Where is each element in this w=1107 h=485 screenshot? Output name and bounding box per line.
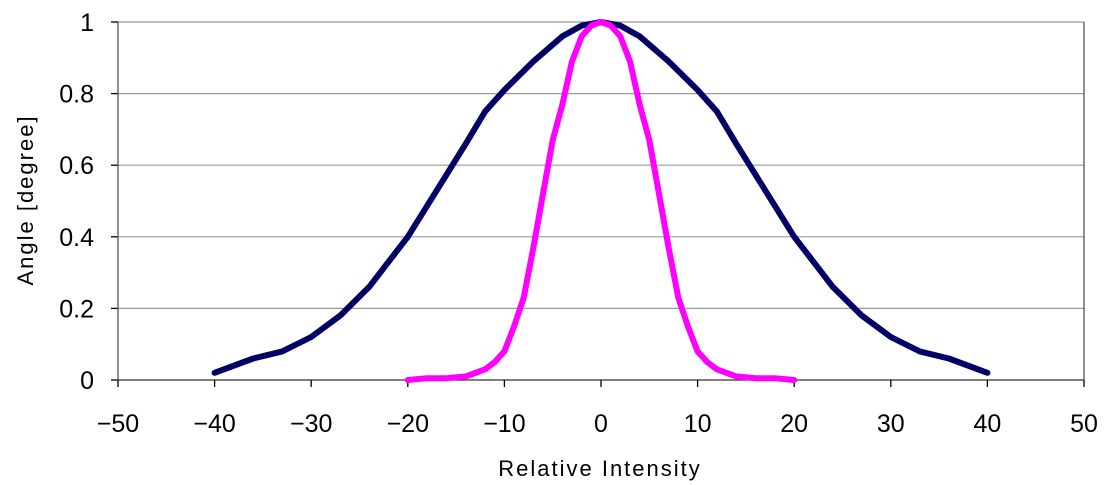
series-line-1 bbox=[211, 19, 991, 376]
series-lines bbox=[211, 19, 991, 383]
y-tick-label: 0.4 bbox=[59, 224, 94, 252]
x-tick-label: −30 bbox=[290, 410, 332, 438]
series-line-2 bbox=[404, 19, 798, 383]
x-tick-label: 20 bbox=[780, 410, 808, 438]
y-axis-title: Angle [degree] bbox=[13, 114, 38, 285]
y-tick-label: 0 bbox=[80, 367, 94, 395]
x-tick-label: 0 bbox=[594, 410, 608, 438]
x-tick-label: 30 bbox=[877, 410, 905, 438]
x-tick-label: −40 bbox=[193, 410, 235, 438]
x-axis-title: Relative Intensity bbox=[498, 456, 702, 481]
x-tick-label: 50 bbox=[1070, 410, 1098, 438]
y-tick-label: 0.2 bbox=[59, 295, 94, 323]
x-tick-label: −20 bbox=[387, 410, 429, 438]
y-tick-label: 1 bbox=[80, 9, 94, 37]
y-tick-label: 0.8 bbox=[59, 81, 94, 109]
x-tick-label: −50 bbox=[97, 410, 139, 438]
axes bbox=[111, 21, 1085, 387]
gridlines bbox=[118, 21, 1084, 309]
tick-labels: 0 0.2 0.4 0.6 0.8 1 −50 −40 −30 −20 −10 0 10 20 30 40 50 bbox=[59, 9, 1098, 438]
x-tick-label: 10 bbox=[684, 410, 712, 438]
x-tick-label: 40 bbox=[973, 410, 1001, 438]
x-tick-label: −10 bbox=[483, 410, 525, 438]
y-tick-label: 0.6 bbox=[59, 152, 94, 180]
